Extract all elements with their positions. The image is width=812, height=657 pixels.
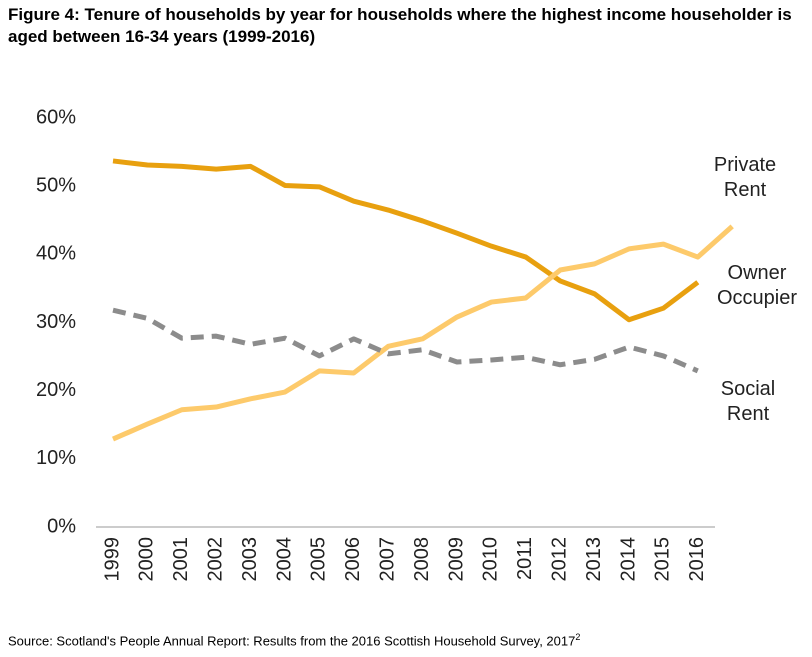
- x-tick-label: 2001: [170, 537, 192, 582]
- y-tick-label: 60%: [36, 106, 76, 128]
- x-tick-label: 2002: [204, 537, 226, 582]
- x-tick-label: 2012: [548, 537, 570, 582]
- x-tick-label: 2004: [273, 537, 295, 582]
- footnote-marker: 2: [575, 632, 581, 642]
- series-line: [112, 307, 699, 374]
- series-label: Private Rent: [713, 154, 777, 201]
- x-tick-label: 2009: [445, 537, 467, 582]
- series-line: [112, 158, 700, 323]
- x-tick-label: 2016: [686, 537, 708, 582]
- series-line: [112, 224, 734, 442]
- y-tick-label: 30%: [36, 311, 76, 333]
- y-tick-label: 10%: [36, 447, 76, 469]
- x-tick-label: 2006: [342, 537, 364, 582]
- x-tick-label: 2014: [617, 537, 639, 582]
- x-tick-label: 2008: [411, 537, 433, 582]
- x-tick-label: 2000: [136, 537, 158, 582]
- x-tick-label: 2010: [480, 537, 502, 582]
- y-tick-label: 0%: [47, 515, 76, 537]
- x-tick-label: 2015: [652, 537, 674, 582]
- source-note: Source: Scotland's People Annual Report:…: [8, 632, 580, 648]
- x-tick-label: 2003: [239, 537, 261, 582]
- chart-title: Figure 4: Tenure of households by year f…: [8, 5, 792, 46]
- x-tick-label: 2011: [514, 537, 536, 580]
- y-tick-label: 20%: [36, 379, 76, 401]
- x-tick-label: 2007: [376, 537, 398, 582]
- source-text: Source: Scotland's People Annual Report:…: [8, 633, 576, 649]
- y-tick-label: 50%: [36, 174, 76, 196]
- chart: 0% 10% 20% 30% 40% 50% 60% 1999 2000 2001 2002 2003…: [36, 106, 734, 582]
- x-tick-label: 2005: [308, 537, 330, 582]
- series-label: Owner Occupier: [716, 262, 798, 309]
- y-tick-label: 40%: [36, 243, 76, 265]
- x-tick-label: 2013: [583, 537, 605, 582]
- x-tick-label: 1999: [101, 537, 123, 582]
- series-label: Social Rent: [720, 378, 776, 425]
